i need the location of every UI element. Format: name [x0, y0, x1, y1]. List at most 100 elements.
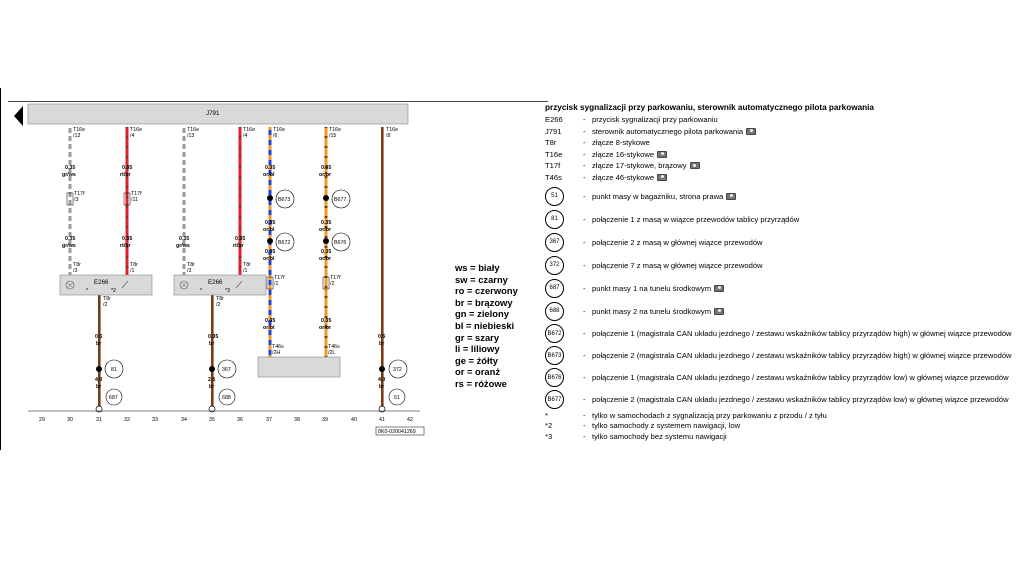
svg-text:or/br: or/br — [319, 172, 331, 178]
svg-text:372: 372 — [393, 367, 402, 373]
svg-text:T8r: T8r — [130, 262, 138, 268]
svg-text:T16e: T16e — [73, 127, 85, 133]
key-row: B676- połączenie 1 (magistrala CAN układu… — [545, 367, 1020, 389]
ground-points: 687 688 51 — [95, 388, 406, 413]
t8r-connectors: T8r/3 T8r/1 T8r/3 T8r/1 T8r/2 T8r/2 — [73, 262, 251, 308]
connector-t46s: T46s/2H T46s/2L — [257, 344, 341, 378]
lamp-icon — [65, 280, 75, 290]
connector-t16e: T16e/15 — [329, 127, 341, 139]
svg-text:0.35: 0.35 — [65, 236, 75, 242]
svg-text:gr/ws: gr/ws — [62, 243, 76, 249]
svg-text:br: br — [209, 384, 214, 390]
legend-item: ws = biały — [455, 262, 500, 273]
svg-text:30: 30 — [67, 417, 73, 423]
color-legend: ws = biały sw = czarny ro = czerwony br … — [455, 262, 518, 390]
svg-text:br: br — [379, 384, 384, 390]
svg-text:rt/br: rt/br — [120, 243, 131, 249]
connector-t16e: T16e/6 — [273, 127, 285, 139]
svg-text:/4: /4 — [243, 133, 247, 139]
svg-text:/2: /2 — [103, 302, 107, 308]
t17f-connectors: T17f/3 T17f/11 T17f/1 T17f/2 — [66, 191, 341, 290]
wiring-diagram: J791 T16e/13 T16e/4 T16e/13 T16e/4 T16e/… — [27, 103, 425, 436]
svg-text:T17f: T17f — [74, 191, 85, 197]
svg-text:rt/br: rt/br — [120, 172, 131, 178]
svg-text:B672: B672 — [278, 240, 290, 246]
legend-item: gn = zielony — [455, 308, 509, 320]
svg-text:/13: /13 — [73, 133, 80, 139]
svg-text:E266: E266 — [94, 279, 109, 286]
svg-text:0.35: 0.35 — [321, 318, 331, 324]
svg-text:0.35: 0.35 — [65, 165, 75, 171]
svg-text:32: 32 — [124, 417, 130, 423]
svg-text:or/br: or/br — [319, 227, 331, 233]
drawing-id: 8K0-020041269 — [375, 426, 425, 436]
svg-text:0.35: 0.35 — [265, 249, 275, 255]
svg-text:br: br — [96, 341, 101, 347]
camera-icon[interactable] — [689, 162, 700, 169]
svg-text:T8r: T8r — [216, 296, 224, 302]
svg-text:T16e: T16e — [386, 127, 398, 133]
svg-text:*: * — [86, 288, 88, 294]
camera-icon[interactable] — [714, 284, 725, 292]
svg-text:31: 31 — [96, 417, 102, 423]
svg-text:/3: /3 — [73, 268, 77, 274]
svg-text:T46s: T46s — [328, 344, 340, 350]
note-row: *3- tylko samochody bez systemu nawigacji — [545, 431, 727, 441]
svg-text:B676: B676 — [334, 240, 346, 246]
component-key: przycisk sygnalizacji przy parkowaniu, s… — [545, 103, 1020, 442]
svg-text:or/bl: or/bl — [263, 227, 275, 233]
position-ruler: 29 30 31 32 33 34 35 36 37 38 39 40 41 4… — [28, 410, 420, 423]
legend-item: ge = żółty — [455, 354, 498, 366]
switch-e266-2: E266 * *3 — [173, 274, 267, 296]
note-row: * - tylko w samochodach z sygnalizacją prz… — [545, 410, 827, 420]
connector-t16e: T16e/4 — [243, 127, 255, 139]
svg-text:0.5: 0.5 — [378, 334, 385, 340]
camera-icon[interactable] — [726, 192, 737, 200]
svg-text:or/bl: or/bl — [263, 172, 275, 178]
legend-item: bl = niebieski — [455, 319, 515, 331]
svg-text:51: 51 — [394, 395, 400, 401]
key-row: B677- połączenie 2 (magistrala CAN układu… — [545, 389, 1020, 411]
t16e-connectors: T16e/13 T16e/4 T16e/13 T16e/4 T16e/6 T16… — [73, 127, 398, 139]
camera-icon[interactable] — [657, 150, 668, 158]
svg-text:42: 42 — [407, 417, 413, 423]
legend-item: or = oranż — [455, 366, 501, 378]
svg-text:B677: B677 — [334, 197, 346, 203]
camera-icon[interactable] — [657, 173, 668, 181]
connector-t16e: T16e/13 — [73, 127, 85, 139]
svg-text:T16e: T16e — [243, 127, 255, 133]
svg-text:rt/br: rt/br — [233, 243, 244, 249]
svg-text:*2: *2 — [111, 288, 116, 294]
switch-e266-1: E266 * *2 — [59, 274, 153, 296]
connector-t16e: T16e/4 — [130, 127, 142, 139]
svg-text:4.0: 4.0 — [378, 377, 385, 383]
svg-text:33: 33 — [152, 417, 158, 423]
svg-text:*3: *3 — [225, 288, 230, 294]
key-row: 51- punkt masy w bagażniku, strona prawa — [545, 185, 1020, 208]
wire-br-2 — [211, 295, 214, 407]
svg-text:41: 41 — [379, 417, 385, 423]
camera-icon[interactable] — [714, 307, 725, 315]
svg-text:E266: E266 — [208, 279, 223, 286]
legend-item: sw = czarny — [455, 273, 508, 285]
left-arrow-icon[interactable] — [14, 106, 23, 126]
frame-left-border — [0, 88, 1, 450]
wire-grws-2 — [182, 127, 186, 275]
svg-text:T16e: T16e — [187, 127, 199, 133]
svg-text:/8: /8 — [386, 133, 390, 139]
svg-text:T8r: T8r — [243, 262, 251, 268]
svg-text:/4: /4 — [130, 133, 134, 139]
camera-icon[interactable] — [746, 127, 757, 135]
svg-text:367: 367 — [222, 367, 231, 373]
note-row: *2- tylko samochody z systemem nawigacji,… — [545, 421, 741, 430]
svg-text:38: 38 — [294, 417, 300, 423]
legend-item: br = brązowy — [455, 296, 513, 308]
svg-text:/3: /3 — [74, 197, 78, 203]
key-row: T17f - złącze 17-stykowe, brązowy — [545, 161, 1020, 173]
legend-item: li = liliowy — [455, 343, 500, 355]
svg-text:0.35: 0.35 — [321, 220, 331, 226]
svg-text:39: 39 — [322, 417, 328, 423]
key-row: B673- połączenie 2 (magistrala CAN układu… — [545, 345, 1020, 367]
